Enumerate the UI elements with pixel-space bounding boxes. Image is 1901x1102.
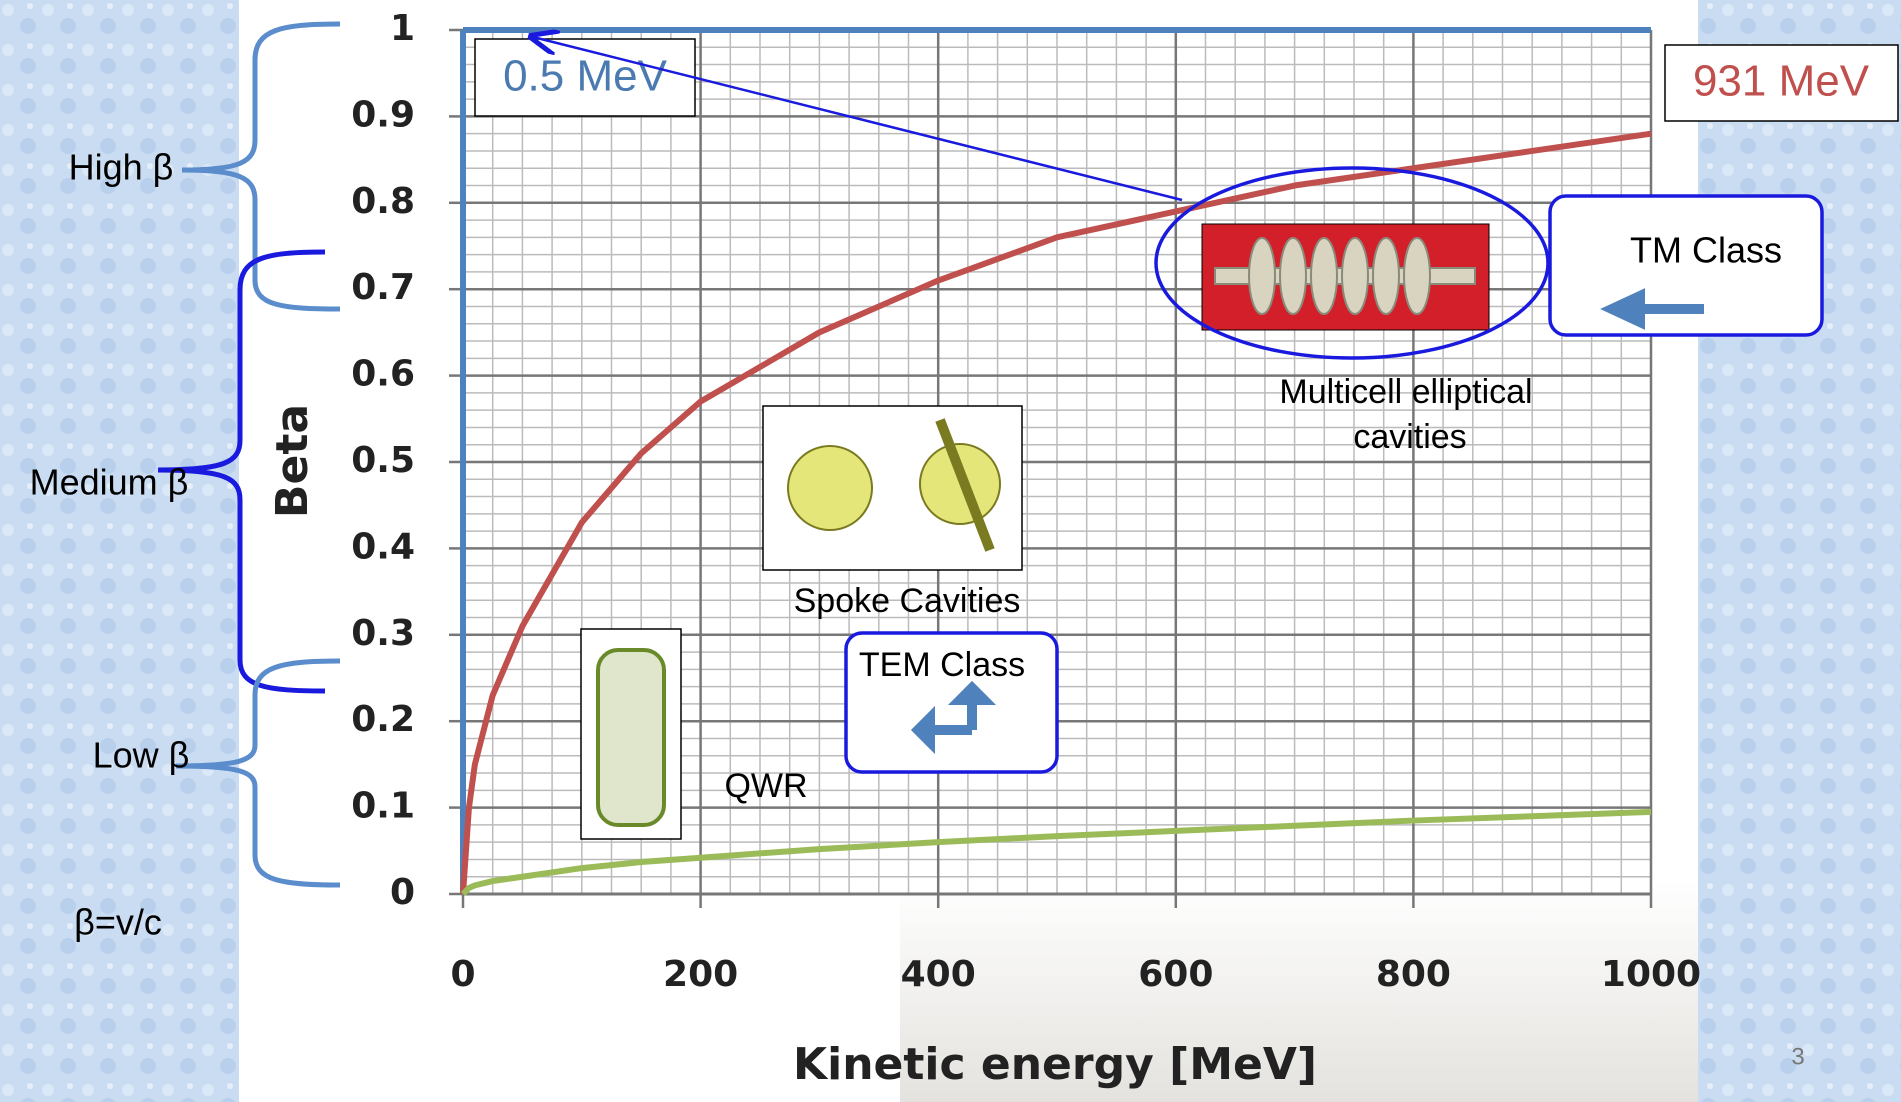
y-tick-label: 0.1: [351, 786, 415, 827]
side-label: High β: [69, 147, 174, 188]
annotation: cavities: [1353, 418, 1466, 456]
y-tick-label: 1: [390, 8, 415, 49]
y-tick-label: 0.6: [351, 354, 415, 395]
annotation: QWR: [724, 767, 807, 805]
x-tick-label: 1000: [1601, 954, 1701, 995]
annotation: 931 MeV: [1693, 57, 1870, 106]
side-label: Medium β: [30, 462, 189, 503]
side-label: β=v/c: [74, 902, 162, 943]
annotation: 0.5 MeV: [503, 52, 668, 101]
y-tick-label: 0.9: [351, 94, 415, 135]
y-tick-label: 0.8: [351, 181, 415, 222]
y-tick-label: 0: [390, 872, 415, 913]
x-tick-label: 600: [1138, 954, 1213, 995]
x-tick-label: 800: [1376, 954, 1451, 995]
side-label: Low β: [93, 735, 190, 776]
annotation: TEM Class: [859, 646, 1025, 684]
x-tick-label: 0: [450, 954, 475, 995]
y-axis-label: Beta: [267, 404, 318, 518]
annotation: Spoke Cavities: [794, 582, 1021, 620]
annotation: Multicell elliptical: [1279, 373, 1532, 411]
x-tick-label: 400: [901, 954, 976, 995]
y-tick-label: 0.2: [351, 699, 415, 740]
y-tick-label: 0.3: [351, 613, 415, 654]
page-number: 3: [1791, 1043, 1804, 1070]
qwr-shape: [598, 650, 664, 825]
x-axis-label: Kinetic energy [MeV]: [793, 1039, 1317, 1090]
annotation: TM Class: [1630, 230, 1782, 271]
x-tick-label: 200: [663, 954, 738, 995]
y-tick-label: 0.4: [351, 526, 415, 567]
y-tick-label: 0.5: [351, 440, 415, 481]
y-tick-label: 0.7: [351, 267, 415, 308]
slide: 0 0.1 0.2 0.3 0.4 0.5 0.6 0.7 0.8 0.9 1 0 200 400 600 8…: [0, 0, 1901, 1102]
